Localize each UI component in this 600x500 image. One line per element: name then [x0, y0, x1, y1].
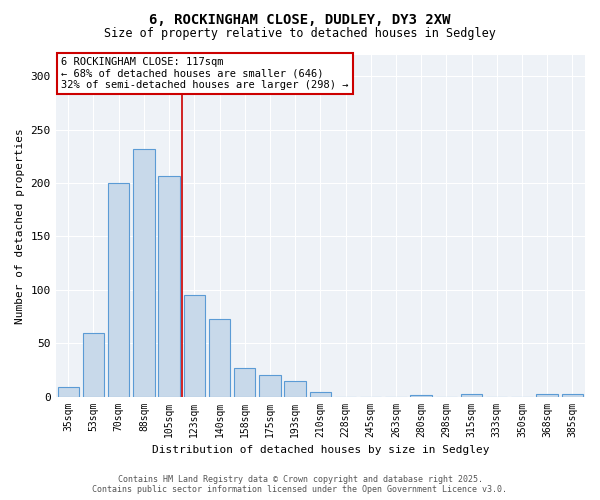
Bar	[234, 368, 256, 396]
Bar	[58, 387, 79, 396]
Bar	[184, 295, 205, 396]
Bar	[562, 394, 583, 396]
Bar	[133, 149, 155, 396]
Text: 6, ROCKINGHAM CLOSE, DUDLEY, DY3 2XW: 6, ROCKINGHAM CLOSE, DUDLEY, DY3 2XW	[149, 12, 451, 26]
X-axis label: Distribution of detached houses by size in Sedgley: Distribution of detached houses by size …	[152, 445, 489, 455]
Bar	[158, 176, 180, 396]
Text: Contains HM Land Registry data © Crown copyright and database right 2025.
Contai: Contains HM Land Registry data © Crown c…	[92, 474, 508, 494]
Bar	[259, 375, 281, 396]
Bar	[310, 392, 331, 396]
Bar	[108, 183, 130, 396]
Text: Size of property relative to detached houses in Sedgley: Size of property relative to detached ho…	[104, 28, 496, 40]
Y-axis label: Number of detached properties: Number of detached properties	[15, 128, 25, 324]
Bar	[83, 332, 104, 396]
Text: 6 ROCKINGHAM CLOSE: 117sqm
← 68% of detached houses are smaller (646)
32% of sem: 6 ROCKINGHAM CLOSE: 117sqm ← 68% of deta…	[61, 56, 349, 90]
Bar	[536, 394, 558, 396]
Bar	[284, 380, 306, 396]
Bar	[209, 318, 230, 396]
Bar	[461, 394, 482, 396]
